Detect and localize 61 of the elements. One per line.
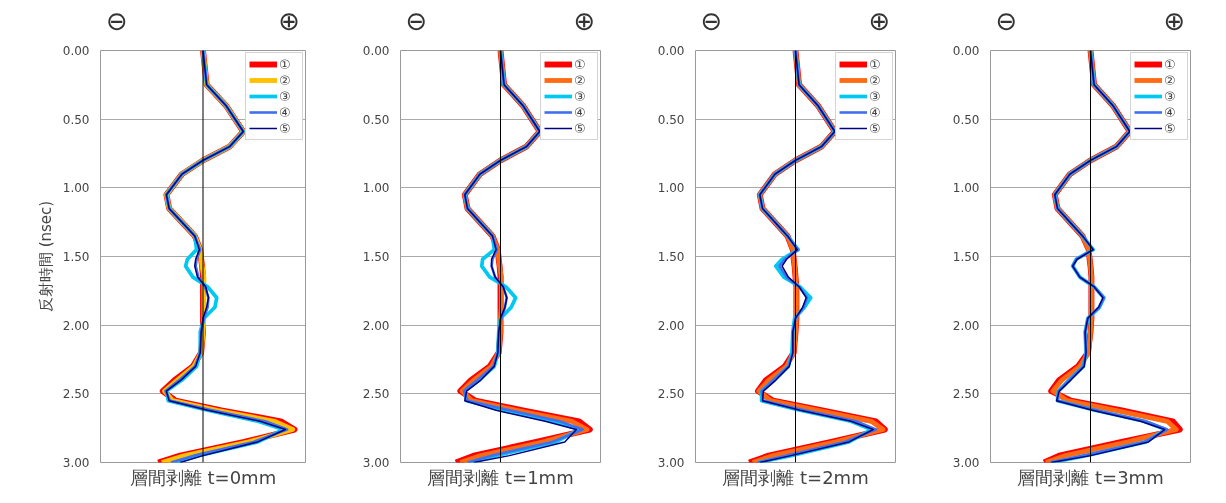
legend-label: ① bbox=[574, 56, 587, 72]
legend-label: ③ bbox=[1164, 88, 1177, 104]
legend-label: ⑤ bbox=[574, 120, 587, 136]
legend-label: ① bbox=[869, 56, 882, 72]
y-tick-label: 2.50 bbox=[657, 387, 685, 402]
text: ⊖ bbox=[700, 5, 723, 36]
y-tick-label: 1.50 bbox=[362, 250, 390, 264]
x-axis-title: 層間剥離 t=1mm bbox=[427, 466, 574, 488]
legend-label: ③ bbox=[574, 88, 587, 104]
legend-label: ④ bbox=[574, 104, 587, 120]
legend-label: ⑤ bbox=[869, 120, 882, 136]
legend-label: ④ bbox=[869, 104, 882, 120]
y-tick-label: 0.00 bbox=[362, 44, 390, 58]
x-axis-title: 層間剥離 t=0mm bbox=[129, 466, 277, 488]
text: ⊖ bbox=[106, 5, 128, 36]
y-tick-label: 3.00 bbox=[362, 456, 390, 470]
text: ⊕ bbox=[573, 5, 596, 36]
text: ⊖ bbox=[405, 5, 428, 36]
text: ⊕ bbox=[1163, 5, 1186, 36]
y-tick-label: 0.00 bbox=[657, 44, 685, 58]
y-tick-label: 1.00 bbox=[952, 181, 980, 196]
y-tick-label: 2.00 bbox=[362, 318, 390, 333]
y-tick-label: 0.00 bbox=[952, 44, 980, 58]
y-tick-label: 3.00 bbox=[62, 456, 90, 470]
y-tick-label: 2.00 bbox=[62, 318, 90, 333]
y-tick-label: 0.00 bbox=[62, 44, 90, 58]
y-tick-label: 0.50 bbox=[952, 112, 980, 127]
legend-label: ④ bbox=[1164, 104, 1177, 120]
legend-label: ⑤ bbox=[279, 120, 292, 136]
legend-label: ④ bbox=[279, 104, 292, 120]
y-tick-label: 0.50 bbox=[657, 112, 685, 127]
legend-label: ① bbox=[1164, 56, 1177, 72]
y-tick-label: 3.00 bbox=[657, 456, 685, 470]
y-tick-label: 1.50 bbox=[62, 250, 90, 264]
y-tick-label: 2.00 bbox=[952, 318, 980, 333]
y-tick-label: 1.50 bbox=[657, 250, 685, 264]
text: ⊕ bbox=[868, 5, 891, 36]
y-tick-label: 1.00 bbox=[62, 181, 90, 196]
y-tick-label: 1.00 bbox=[657, 181, 685, 196]
y-tick-label: 0.50 bbox=[62, 112, 90, 127]
legend-label: ⑤ bbox=[1164, 120, 1177, 136]
legend-label: ② bbox=[574, 72, 587, 88]
text: ⊖ bbox=[995, 5, 1018, 36]
x-axis-title: 層間剥離 t=3mm bbox=[1017, 466, 1164, 488]
legend-label: ③ bbox=[279, 88, 292, 104]
y-tick-label: 2.50 bbox=[62, 387, 90, 402]
y-tick-label: 2.00 bbox=[657, 318, 685, 333]
y-tick-label: 2.50 bbox=[362, 387, 390, 402]
x-axis-title: 層間剥離 t=2mm bbox=[722, 466, 869, 488]
y-tick-label: 1.00 bbox=[362, 181, 390, 196]
y-tick-label: 3.00 bbox=[952, 456, 980, 470]
legend-label: ② bbox=[1164, 72, 1177, 88]
legend-label: ① bbox=[279, 56, 292, 72]
y-axis-title: 反射時間 (nsec) bbox=[36, 200, 55, 313]
legend-label: ② bbox=[279, 72, 292, 88]
y-tick-label: 0.50 bbox=[362, 112, 390, 127]
legend-label: ③ bbox=[869, 88, 882, 104]
y-tick-label: 2.50 bbox=[952, 387, 980, 402]
text: ⊕ bbox=[278, 5, 300, 36]
y-tick-label: 1.50 bbox=[952, 250, 980, 264]
legend-label: ② bbox=[869, 72, 882, 88]
